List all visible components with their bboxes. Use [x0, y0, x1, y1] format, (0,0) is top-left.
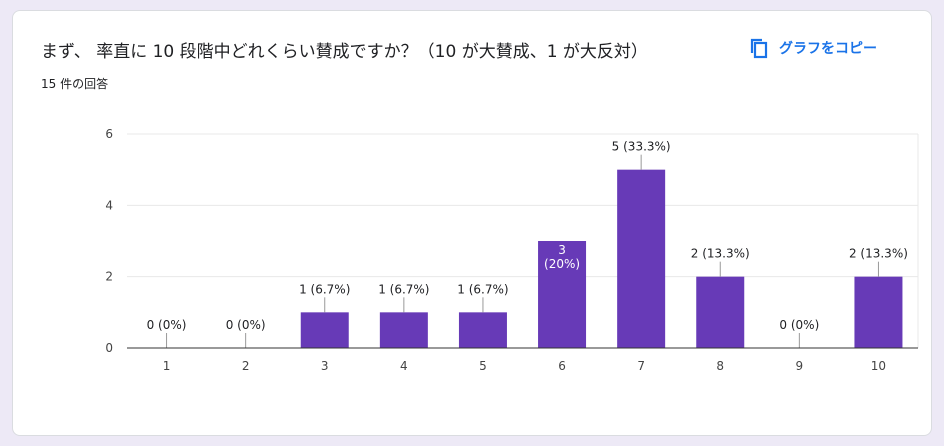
bar — [696, 276, 745, 348]
copy-chart-label: グラフをコピー — [779, 41, 877, 57]
x-tick-label: 1 — [163, 359, 171, 373]
data-label: 5 (33.3%) — [612, 140, 671, 154]
data-label: 0 (0%) — [226, 318, 266, 332]
x-tick-label: 5 — [479, 359, 487, 373]
data-label: 1 (6.7%) — [378, 282, 429, 296]
data-label: 0 (0%) — [147, 318, 187, 332]
bar — [538, 241, 587, 348]
response-count: 15 件の回答 — [41, 77, 109, 91]
x-tick-label: 3 — [321, 359, 329, 373]
data-label: 1 (6.7%) — [299, 282, 350, 296]
x-tick-label: 4 — [400, 359, 408, 373]
bar — [854, 276, 903, 348]
data-label: (20%) — [544, 257, 580, 271]
x-tick-label: 6 — [558, 359, 566, 373]
y-tick-label: 4 — [105, 198, 113, 212]
question-title: まず、 率直に 10 段階中どれくらい賛成ですか？（10 が大賛成、1 が大反対… — [41, 42, 648, 62]
y-tick-label: 2 — [105, 270, 113, 284]
bar — [300, 312, 349, 348]
bar — [379, 312, 428, 348]
bar — [617, 169, 666, 348]
chart-card: まず、 率直に 10 段階中どれくらい賛成ですか？（10 が大賛成、1 が大反対… — [12, 10, 932, 436]
y-tick-label: 6 — [105, 127, 113, 141]
data-label: 2 (13.3%) — [691, 247, 750, 261]
x-tick-label: 9 — [796, 359, 804, 373]
data-label: 3 — [558, 243, 566, 257]
bar — [458, 312, 507, 348]
x-tick-label: 2 — [242, 359, 250, 373]
data-label: 0 (0%) — [779, 318, 819, 332]
data-label: 1 (6.7%) — [457, 282, 508, 296]
x-tick-label: 7 — [637, 359, 645, 373]
x-tick-label: 10 — [871, 359, 886, 373]
data-label: 2 (13.3%) — [849, 247, 908, 261]
copy-icon — [750, 38, 768, 59]
y-tick-label: 0 — [105, 341, 113, 355]
copy-chart-button[interactable]: グラフをコピー — [743, 33, 883, 63]
x-tick-label: 8 — [716, 359, 724, 373]
